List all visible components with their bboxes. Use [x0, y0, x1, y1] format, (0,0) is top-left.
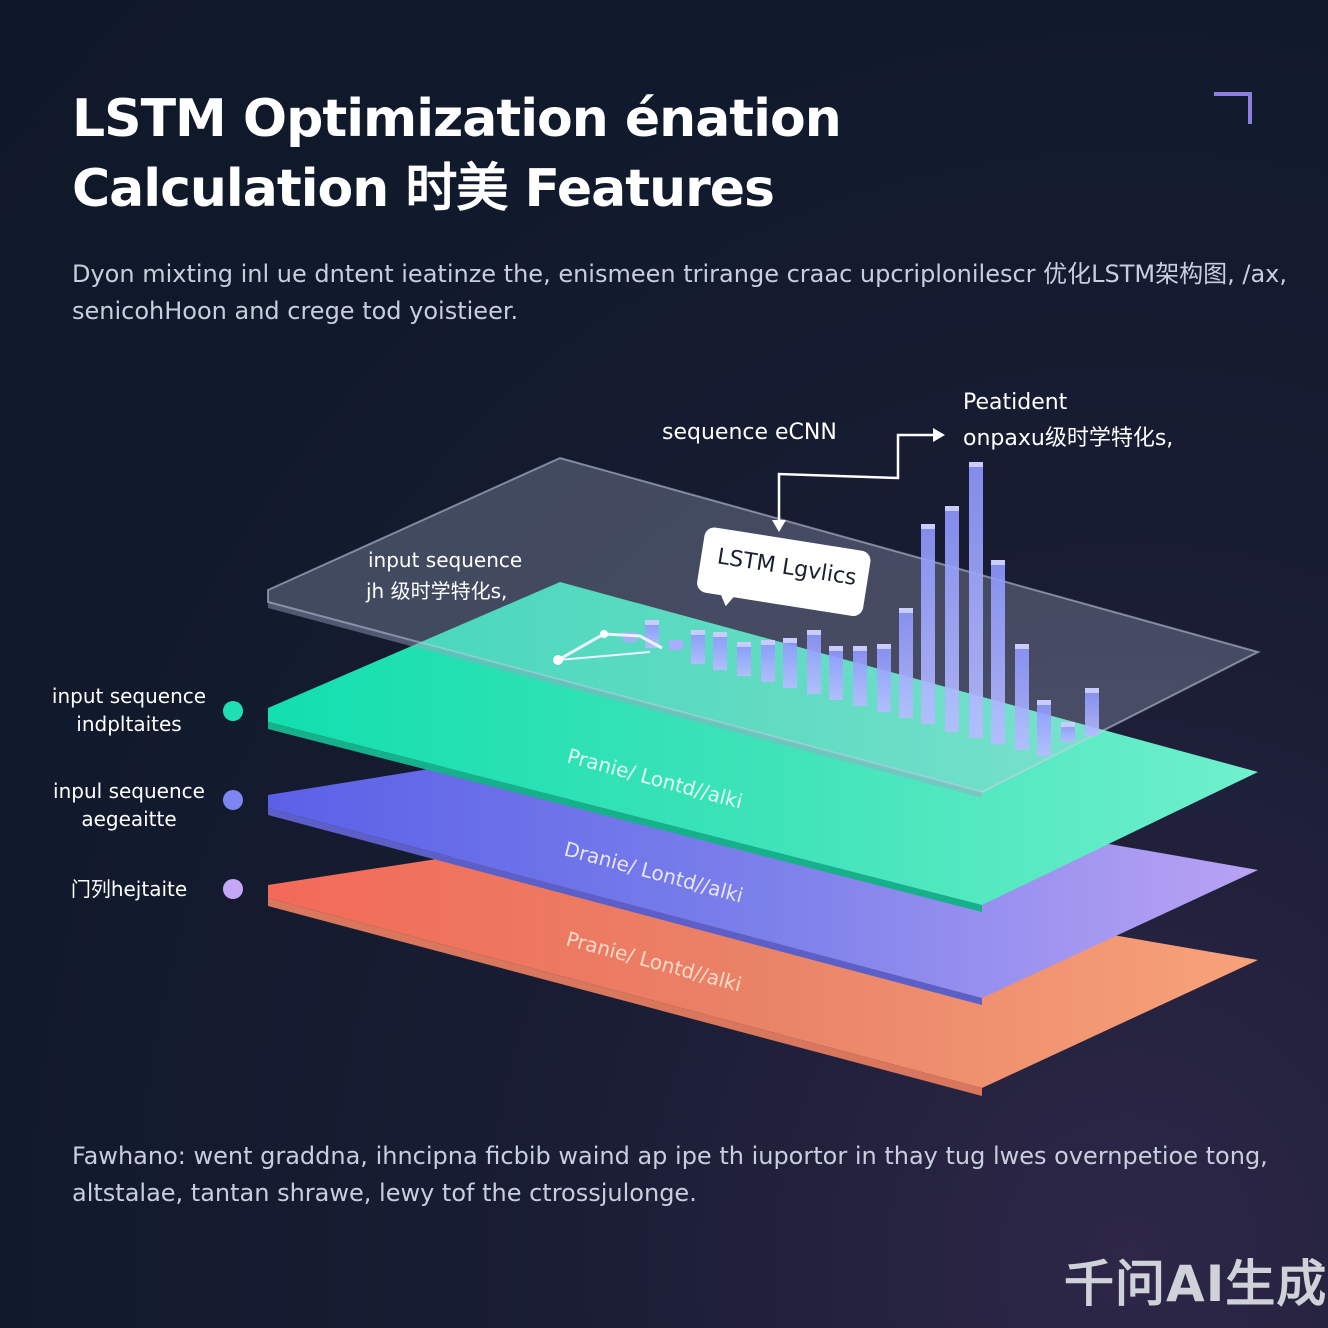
glass-plate — [267, 456, 1261, 794]
title-line-2: Calculation 时美 Features — [72, 159, 775, 219]
bubble-tail — [715, 588, 739, 608]
legend-label-3: 门列hejtaite — [34, 875, 224, 903]
legend-dot-lavender — [223, 879, 243, 899]
watermark: 千问AI生成 — [1064, 1255, 1328, 1313]
callout-input-line-2: jh 级时学特化s, — [366, 579, 508, 603]
glass-plate-edge — [268, 602, 982, 798]
bar-cap-12 — [921, 524, 935, 529]
legend-label-2: inpul sequence aegeaitte — [34, 777, 224, 833]
bar-cap-16 — [1015, 644, 1029, 649]
bar-6 — [783, 642, 797, 688]
bar-cap-14 — [969, 462, 983, 467]
footer-line-1: Fawhano: went graddna, ihncipna ficbib w… — [72, 1142, 1268, 1170]
intro-paragraph: Dyon mixting inl ue dntent ieatinze the,… — [72, 256, 1288, 330]
bar-cap-9 — [853, 646, 867, 651]
bar-cap-8 — [829, 646, 843, 651]
bar-cap-15 — [991, 560, 1005, 565]
trend-line-2 — [557, 651, 651, 661]
page-title: LSTM Optimization énation Calculation 时美… — [72, 84, 1172, 224]
title-line-1: LSTM Optimization énation — [72, 89, 842, 149]
bubble-text: LSTM Lgvlics — [715, 544, 859, 592]
bar-series — [623, 462, 1099, 756]
arrow-head-right — [933, 428, 945, 442]
callout-input-line-1: input sequence — [368, 548, 523, 572]
bar-cap-5 — [761, 640, 775, 645]
callout-peak-line-2: onpaxu级时学特化s, — [963, 426, 1174, 451]
bar-cap-3 — [713, 632, 727, 637]
bar-cap-2 — [691, 630, 705, 635]
layer-blue-edge — [268, 808, 982, 1005]
layer-salmon — [268, 840, 1258, 1088]
trend-line — [557, 632, 663, 662]
layer-blue — [268, 748, 1258, 998]
bar-19 — [1085, 692, 1099, 736]
legend-dot-teal — [223, 701, 243, 721]
bar-cap-1 — [645, 620, 659, 625]
callout-sequence: sequence eCNN — [662, 420, 837, 445]
bar-2 — [691, 634, 705, 664]
callout-peak-line-1: Peatident — [963, 390, 1068, 415]
bar-9 — [853, 650, 867, 706]
bar-12 — [921, 528, 935, 724]
legend-label-2-line-1: inpul sequence — [53, 779, 205, 803]
intro-line-1: Dyon mixting inl ue dntent ieatinze the,… — [72, 260, 1288, 288]
bar-15 — [991, 564, 1005, 744]
bar-14 — [969, 466, 983, 738]
legend-label-2-line-2: aegeaitte — [81, 807, 177, 831]
arrow-head-down — [772, 520, 786, 532]
intro-line-2: senicohHoon and crege tod yoistieer. — [72, 297, 519, 325]
bar-cap-18 — [1061, 722, 1075, 727]
trend-point-start — [553, 655, 563, 665]
bar-4 — [737, 646, 751, 676]
bar-18 — [1061, 726, 1075, 742]
sequence-cube-2 — [669, 640, 683, 650]
bar-cap-13 — [945, 506, 959, 511]
trend-point-mid — [600, 630, 608, 638]
bar-cap-7 — [807, 630, 821, 635]
bar-10 — [877, 648, 891, 712]
bar-cap-17 — [1037, 700, 1051, 705]
corner-bracket-icon — [1214, 92, 1252, 124]
bar-13 — [945, 510, 959, 732]
bar-5 — [761, 644, 775, 682]
bar-cap-4 — [737, 642, 751, 647]
bar-17 — [1037, 704, 1051, 756]
connector-arrow — [777, 433, 935, 522]
bar-cap-11 — [899, 608, 913, 613]
bar-cap-10 — [877, 644, 891, 649]
legend-label-1-line-1: input sequence — [51, 684, 207, 708]
layer-teal-edge — [268, 722, 982, 912]
layer-teal — [268, 582, 1258, 905]
footer-paragraph: Fawhano: went graddna, ihncipna ficbib w… — [72, 1138, 1268, 1212]
bar-3 — [713, 636, 727, 670]
bar-cap-6 — [783, 638, 797, 643]
bar-7 — [807, 634, 821, 694]
legend-dot-blue — [223, 790, 243, 810]
bar-11 — [899, 612, 913, 718]
layer-salmon-edge — [268, 898, 982, 1096]
legend-label-3-line-1: 门列hejtaite — [70, 877, 188, 901]
footer-line-2: altstalae, tantan shrawe, lewy tof the c… — [72, 1179, 697, 1207]
legend-label-1-line-2: indpltaites — [76, 712, 182, 736]
bar-cap-19 — [1085, 688, 1099, 693]
sequence-cube-1 — [623, 632, 637, 642]
legend-label-1: input sequence indpltaites — [34, 682, 224, 738]
bar-16 — [1015, 648, 1029, 750]
bar-8 — [829, 650, 843, 700]
